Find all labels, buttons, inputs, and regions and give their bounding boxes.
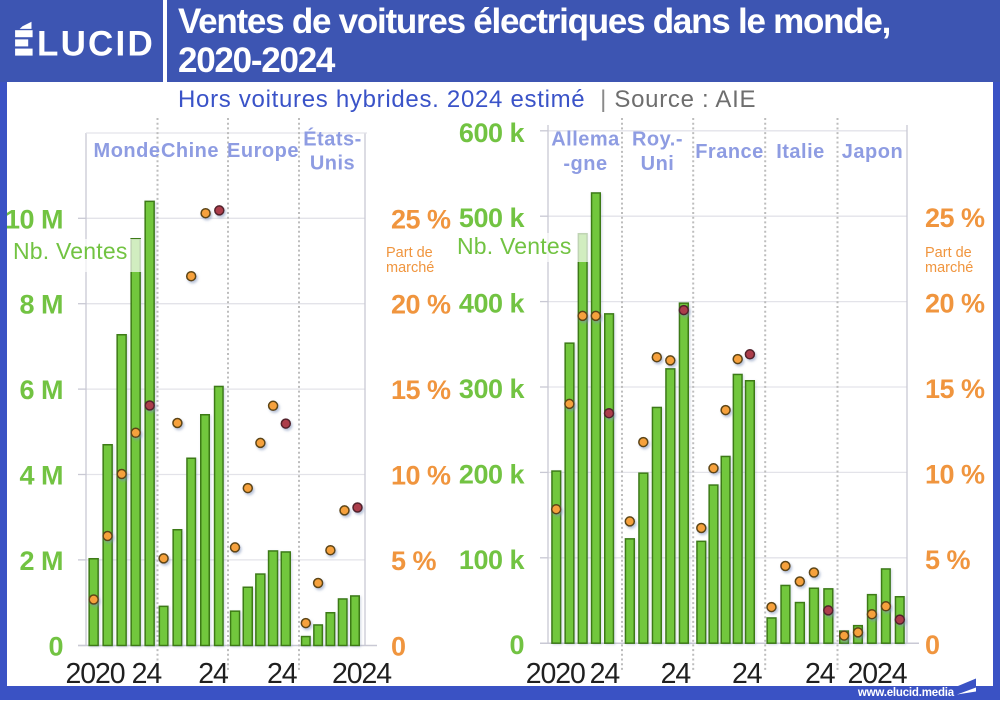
svg-text:Roy.-: Roy.- — [632, 129, 683, 151]
svg-text:2024: 2024 — [332, 658, 392, 690]
svg-text:2024: 2024 — [847, 658, 907, 690]
svg-text:Unis: Unis — [310, 153, 355, 175]
svg-text:0: 0 — [925, 630, 940, 660]
svg-text:400 k: 400 k — [459, 289, 526, 319]
svg-text:États-: États- — [303, 128, 362, 151]
svg-text:20 %: 20 % — [391, 290, 451, 320]
svg-text:300 k: 300 k — [459, 374, 526, 404]
svg-text:Japon: Japon — [842, 141, 903, 163]
svg-text:5 %: 5 % — [391, 546, 437, 576]
svg-text:10 %: 10 % — [925, 459, 985, 489]
svg-text:2 M: 2 M — [19, 546, 63, 576]
svg-text:0: 0 — [48, 632, 63, 662]
svg-text:100 k: 100 k — [459, 545, 526, 575]
svg-text:LUCID: LUCID — [37, 25, 155, 64]
svg-text:10 M: 10 M — [5, 204, 63, 234]
svg-text:24: 24 — [805, 658, 836, 690]
svg-text:10 %: 10 % — [391, 461, 451, 491]
svg-text:Part de: Part de — [386, 245, 433, 261]
svg-text:Italie: Italie — [776, 141, 825, 163]
svg-text:24: 24 — [267, 658, 298, 690]
svg-text:Europe: Europe — [227, 140, 299, 162]
svg-text:15 %: 15 % — [391, 375, 451, 405]
svg-text:marché: marché — [386, 260, 434, 276]
svg-text:Monde: Monde — [94, 140, 161, 162]
svg-text:5 %: 5 % — [925, 545, 971, 575]
svg-text:20 %: 20 % — [925, 289, 985, 319]
svg-text:600 k: 600 k — [459, 118, 526, 148]
svg-text:15 %: 15 % — [925, 374, 985, 404]
svg-text:24: 24 — [198, 658, 229, 690]
svg-text:Part de: Part de — [925, 245, 972, 261]
svg-text:marché: marché — [925, 260, 973, 276]
svg-text:25 %: 25 % — [925, 203, 985, 233]
svg-text:500 k: 500 k — [459, 203, 526, 233]
svg-text:Nb. Ventes: Nb. Ventes — [13, 238, 128, 264]
svg-text:0: 0 — [391, 632, 406, 662]
svg-text:Nb. Ventes: Nb. Ventes — [457, 233, 572, 259]
svg-text:Allema: Allema — [551, 129, 620, 151]
svg-text:0: 0 — [509, 630, 524, 660]
svg-text:2020: 2020 — [65, 658, 124, 690]
svg-text:25 %: 25 % — [391, 204, 451, 234]
svg-text:Uni: Uni — [641, 153, 675, 175]
svg-text:4 M: 4 M — [19, 461, 63, 491]
svg-text:Chine: Chine — [161, 140, 219, 162]
svg-text:24: 24 — [132, 658, 163, 690]
svg-text:24: 24 — [661, 658, 692, 690]
svg-text:200 k: 200 k — [459, 459, 526, 489]
svg-text:24: 24 — [732, 658, 763, 690]
svg-text:2020: 2020 — [526, 658, 585, 690]
svg-text:24: 24 — [590, 658, 621, 690]
svg-text:8 M: 8 M — [19, 290, 63, 320]
svg-text:France: France — [695, 141, 764, 163]
svg-text:-gne: -gne — [563, 153, 607, 175]
svg-text:6 M: 6 M — [19, 375, 63, 405]
